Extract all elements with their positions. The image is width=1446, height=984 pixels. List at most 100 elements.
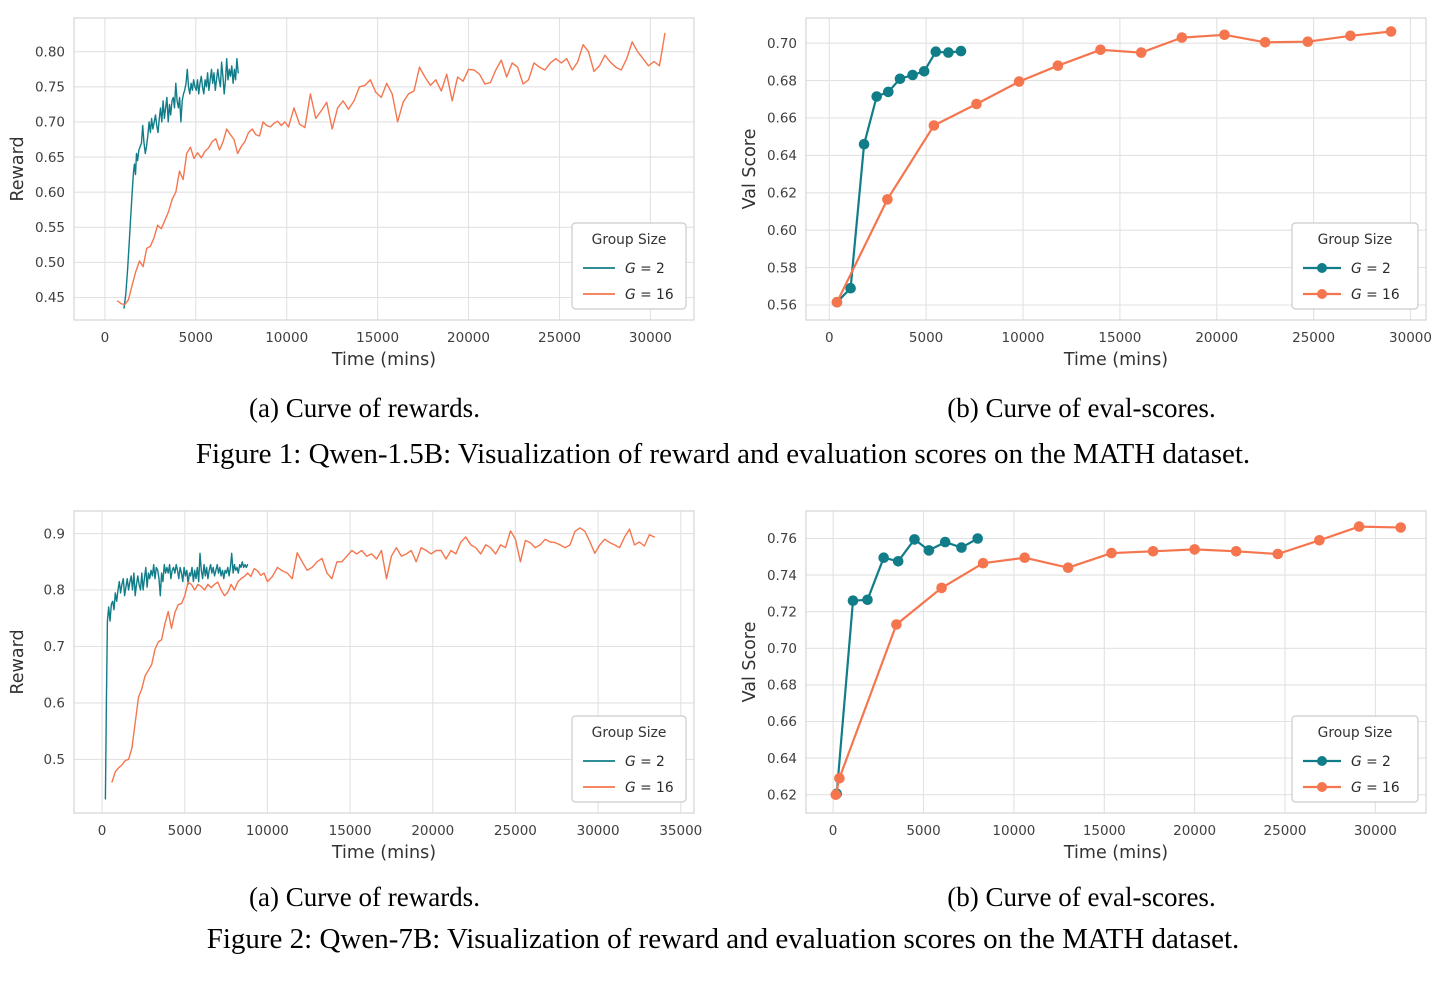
legend-box xyxy=(571,222,687,310)
x-tick-label: 35000 xyxy=(659,823,702,839)
y-tick-label: 0.6 xyxy=(44,696,65,712)
series-marker-0 xyxy=(939,536,951,548)
series-marker-1 xyxy=(1095,44,1106,56)
series-marker-1 xyxy=(1272,548,1284,560)
x-tick-label: 0 xyxy=(98,823,107,839)
x-tick-label: 20000 xyxy=(1173,823,1216,839)
figure1-rewards-chart: 0 5000 10000 15000 20000 25000 30000 0.45 0.50 0.… xyxy=(6,8,708,374)
legend-title: Group Size xyxy=(592,725,667,741)
y-axis-label: Reward xyxy=(8,136,28,201)
series-marker-1 xyxy=(1147,546,1159,557)
y-tick-label: 0.60 xyxy=(35,185,65,201)
legend-item-label: G = 16 xyxy=(1351,780,1400,796)
series-marker-1 xyxy=(1259,37,1271,48)
figure1-subcaption-a: (a) Curve of rewards. xyxy=(249,393,480,423)
legend-sample-marker xyxy=(1317,756,1327,767)
figure2-block: 0 5000 10000 15000 20000 25000 30000 35000 0.5 0.… xyxy=(6,501,1440,956)
x-axis-label: Time (mins) xyxy=(1063,843,1168,863)
series-marker-1 xyxy=(830,789,842,801)
y-tick-label: 0.9 xyxy=(44,526,65,542)
series-marker-0 xyxy=(956,542,967,553)
series-marker-1 xyxy=(1106,547,1117,559)
series-marker-1 xyxy=(834,772,845,784)
series-line-1 xyxy=(116,32,666,306)
legend-item-label: G = 2 xyxy=(1351,261,1391,277)
y-tick-label: 0.68 xyxy=(767,678,797,694)
plot-spine xyxy=(73,17,695,321)
series-marker-0 xyxy=(894,73,906,85)
y-tick-label: 0.7 xyxy=(44,639,65,655)
y-tick-label: 0.56 xyxy=(767,298,797,314)
series-marker-1 xyxy=(1345,30,1356,42)
legend-item-label: G = 2 xyxy=(1351,754,1391,770)
x-tick-label: 20000 xyxy=(1195,330,1238,346)
x-tick-label: 30000 xyxy=(1354,823,1397,839)
series-marker-0 xyxy=(918,66,930,77)
x-tick-label: 5000 xyxy=(909,330,943,346)
x-tick-label: 5000 xyxy=(168,823,202,839)
x-tick-label: 0 xyxy=(825,330,834,346)
series-marker-0 xyxy=(943,47,954,58)
x-tick-label: 25000 xyxy=(1264,823,1307,839)
series-marker-1 xyxy=(1135,47,1147,58)
y-tick-label: 0.80 xyxy=(35,44,65,60)
series-marker-0 xyxy=(909,534,920,545)
legend-sample-marker xyxy=(1317,782,1327,793)
legend-title: Group Size xyxy=(592,232,667,248)
chart-svg-fig2-rewards: 0 5000 10000 15000 20000 25000 30000 35000 0.5 0.… xyxy=(6,501,708,868)
y-tick-label: 0.50 xyxy=(35,255,65,271)
legend-item-label: G = 16 xyxy=(1351,287,1400,303)
series-marker-0 xyxy=(923,545,935,556)
x-tick-label: 25000 xyxy=(494,823,537,839)
figure2-rewards-chart: 0 5000 10000 15000 20000 25000 30000 35000 0.5 0.… xyxy=(6,501,708,868)
x-tick-label: 10000 xyxy=(246,823,289,839)
figure1-evals-chart: 0 5000 10000 15000 20000 25000 30000 0.56 0.58 0.… xyxy=(738,8,1440,374)
legend: Group Size G = 2 G = 16 xyxy=(1291,222,1419,310)
x-tick-label: 25000 xyxy=(1292,330,1335,346)
figure1-caption: Figure 1: Qwen-1.5B: Visualization of re… xyxy=(195,437,1251,470)
series-marker-1 xyxy=(1176,32,1188,43)
series-marker-0 xyxy=(883,86,894,98)
y-axis-label: Val Score xyxy=(740,622,760,703)
y-tick-label: 0.64 xyxy=(767,148,797,164)
series-marker-0 xyxy=(862,594,873,606)
x-tick-label: 30000 xyxy=(577,823,620,839)
chart-svg-fig2-evals: 0 5000 10000 15000 20000 25000 30000 0.62 0.64 0.… xyxy=(738,501,1440,868)
x-tick-label: 15000 xyxy=(329,823,372,839)
series-line-0 xyxy=(835,537,979,795)
x-tick-label: 20000 xyxy=(447,330,490,346)
y-tick-label: 0.62 xyxy=(767,186,797,202)
series-marker-1 xyxy=(1395,522,1406,533)
y-axis-label: Val Score xyxy=(740,129,760,210)
legend-title: Group Size xyxy=(1318,232,1393,248)
y-tick-label: 0.64 xyxy=(767,751,797,767)
series-marker-0 xyxy=(847,595,859,607)
y-tick-label: 0.70 xyxy=(767,641,797,657)
x-tick-label: 10000 xyxy=(992,823,1035,839)
series-marker-1 xyxy=(971,98,982,110)
figure1-subcaptions: (a) Curve of rewards. (b) Curve of eval-… xyxy=(6,393,1440,424)
legend-sample-marker xyxy=(1317,263,1327,273)
figure2-charts-row: 0 5000 10000 15000 20000 25000 30000 35000 0.5 0.… xyxy=(6,501,1440,868)
x-tick-label: 15000 xyxy=(1098,330,1141,346)
series-line-0 xyxy=(104,552,249,800)
series-marker-1 xyxy=(928,120,940,131)
legend-box xyxy=(1291,715,1419,803)
x-tick-label: 0 xyxy=(101,330,110,346)
series-line-1 xyxy=(835,30,1393,304)
y-tick-label: 0.68 xyxy=(767,73,797,89)
y-tick-label: 0.45 xyxy=(35,290,65,306)
x-tick-label: 30000 xyxy=(1389,330,1432,346)
y-tick-label: 0.74 xyxy=(767,568,797,584)
y-tick-label: 0.5 xyxy=(44,752,65,768)
x-tick-label: 15000 xyxy=(1083,823,1126,839)
x-tick-label: 30000 xyxy=(629,330,672,346)
series-marker-0 xyxy=(871,91,882,102)
figure2-subcaption-a: (a) Curve of rewards. xyxy=(249,882,480,913)
legend-item-label: G = 16 xyxy=(625,780,674,796)
plot-spine xyxy=(73,510,695,814)
y-tick-label: 0.58 xyxy=(767,260,797,276)
legend-item-label: G = 2 xyxy=(625,754,665,770)
series-marker-1 xyxy=(891,619,902,630)
figure1-charts-row: 0 5000 10000 15000 20000 25000 30000 0.45 0.50 0.… xyxy=(6,8,1440,374)
